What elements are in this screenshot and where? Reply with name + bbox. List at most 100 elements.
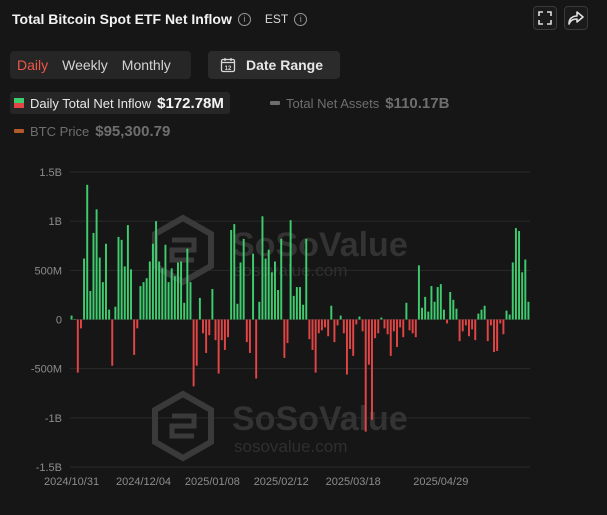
bar[interactable]	[302, 304, 305, 320]
bar[interactable]	[242, 238, 245, 320]
bar[interactable]	[499, 319, 502, 324]
bar[interactable]	[464, 319, 467, 326]
tab-daily[interactable]: Daily	[17, 57, 49, 73]
bar[interactable]	[299, 287, 301, 320]
bar[interactable]	[468, 319, 470, 337]
bar[interactable]	[386, 319, 389, 335]
bar[interactable]	[277, 290, 280, 320]
bar[interactable]	[421, 307, 424, 320]
bar[interactable]	[511, 262, 514, 320]
bar[interactable]	[339, 315, 342, 320]
bar[interactable]	[86, 184, 89, 320]
bar[interactable]	[336, 319, 339, 326]
bar[interactable]	[83, 258, 86, 320]
bar[interactable]	[202, 319, 204, 334]
bar[interactable]	[176, 262, 179, 320]
bar[interactable]	[345, 319, 348, 375]
legend-btc-price[interactable]: BTC Price $95,300.79	[10, 120, 176, 142]
bar[interactable]	[408, 319, 411, 331]
bar[interactable]	[505, 310, 508, 320]
bar[interactable]	[377, 319, 380, 334]
bar[interactable]	[236, 303, 239, 320]
bar[interactable]	[248, 319, 251, 353]
bar[interactable]	[280, 238, 283, 320]
bar[interactable]	[317, 319, 320, 334]
bar[interactable]	[436, 287, 439, 320]
bar[interactable]	[477, 313, 480, 320]
bar[interactable]	[392, 319, 395, 332]
bar[interactable]	[461, 319, 464, 332]
bar[interactable]	[211, 289, 214, 320]
bar[interactable]	[92, 232, 95, 320]
bar[interactable]	[324, 319, 327, 328]
tab-monthly[interactable]: Monthly	[121, 57, 171, 73]
bar[interactable]	[105, 243, 107, 320]
bar[interactable]	[455, 308, 458, 320]
bar[interactable]	[233, 224, 236, 320]
bar[interactable]	[89, 290, 92, 320]
bar[interactable]	[126, 225, 129, 320]
bar[interactable]	[433, 301, 436, 320]
bar[interactable]	[98, 257, 101, 320]
bar[interactable]	[474, 319, 477, 341]
bar[interactable]	[342, 319, 345, 334]
bar[interactable]	[108, 309, 111, 320]
bar[interactable]	[123, 266, 126, 320]
bar[interactable]	[239, 262, 242, 320]
bar[interactable]	[230, 230, 233, 320]
bar[interactable]	[417, 265, 420, 320]
bar[interactable]	[220, 319, 223, 341]
bar[interactable]	[151, 243, 154, 320]
bar[interactable]	[223, 319, 226, 350]
bar[interactable]	[352, 319, 355, 356]
bar[interactable]	[76, 319, 79, 373]
bar[interactable]	[430, 286, 433, 320]
bar[interactable]	[286, 319, 289, 344]
bar[interactable]	[389, 319, 392, 356]
bar[interactable]	[411, 319, 414, 334]
bar[interactable]	[424, 296, 427, 320]
bar[interactable]	[73, 319, 76, 321]
bar[interactable]	[180, 261, 183, 320]
bar[interactable]	[139, 286, 142, 320]
bar[interactable]	[374, 319, 377, 339]
bar[interactable]	[289, 220, 292, 320]
bar[interactable]	[136, 319, 139, 329]
bar[interactable]	[483, 305, 486, 320]
bar[interactable]	[308, 319, 311, 340]
bar[interactable]	[145, 278, 148, 320]
bar[interactable]	[358, 316, 361, 320]
bar[interactable]	[314, 319, 317, 373]
bar[interactable]	[355, 319, 358, 325]
bar[interactable]	[458, 319, 461, 342]
bar[interactable]	[333, 319, 336, 343]
bar[interactable]	[439, 284, 442, 320]
share-button[interactable]	[564, 6, 588, 30]
bar[interactable]	[493, 319, 495, 352]
bar[interactable]	[446, 319, 449, 324]
bar[interactable]	[205, 319, 208, 353]
bar[interactable]	[170, 268, 173, 320]
timezone-info-icon[interactable]: i	[294, 12, 308, 26]
bar[interactable]	[148, 261, 151, 320]
bar[interactable]	[130, 269, 132, 320]
bar[interactable]	[164, 244, 167, 320]
date-range-button[interactable]: 12 Date Range	[208, 51, 340, 79]
bar[interactable]	[183, 302, 186, 320]
bar[interactable]	[189, 282, 192, 320]
bar[interactable]	[142, 282, 145, 320]
bar[interactable]	[480, 309, 483, 320]
bar[interactable]	[273, 261, 276, 320]
bar[interactable]	[364, 319, 367, 432]
bar[interactable]	[217, 319, 220, 374]
bar[interactable]	[427, 311, 430, 320]
bar[interactable]	[502, 319, 505, 335]
bar[interactable]	[295, 287, 298, 320]
bar[interactable]	[489, 319, 492, 326]
bar[interactable]	[267, 249, 270, 320]
bar[interactable]	[167, 282, 170, 320]
info-icon[interactable]: i	[237, 12, 251, 26]
bar[interactable]	[292, 295, 295, 320]
bar[interactable]	[155, 221, 158, 320]
bar[interactable]	[305, 238, 308, 320]
